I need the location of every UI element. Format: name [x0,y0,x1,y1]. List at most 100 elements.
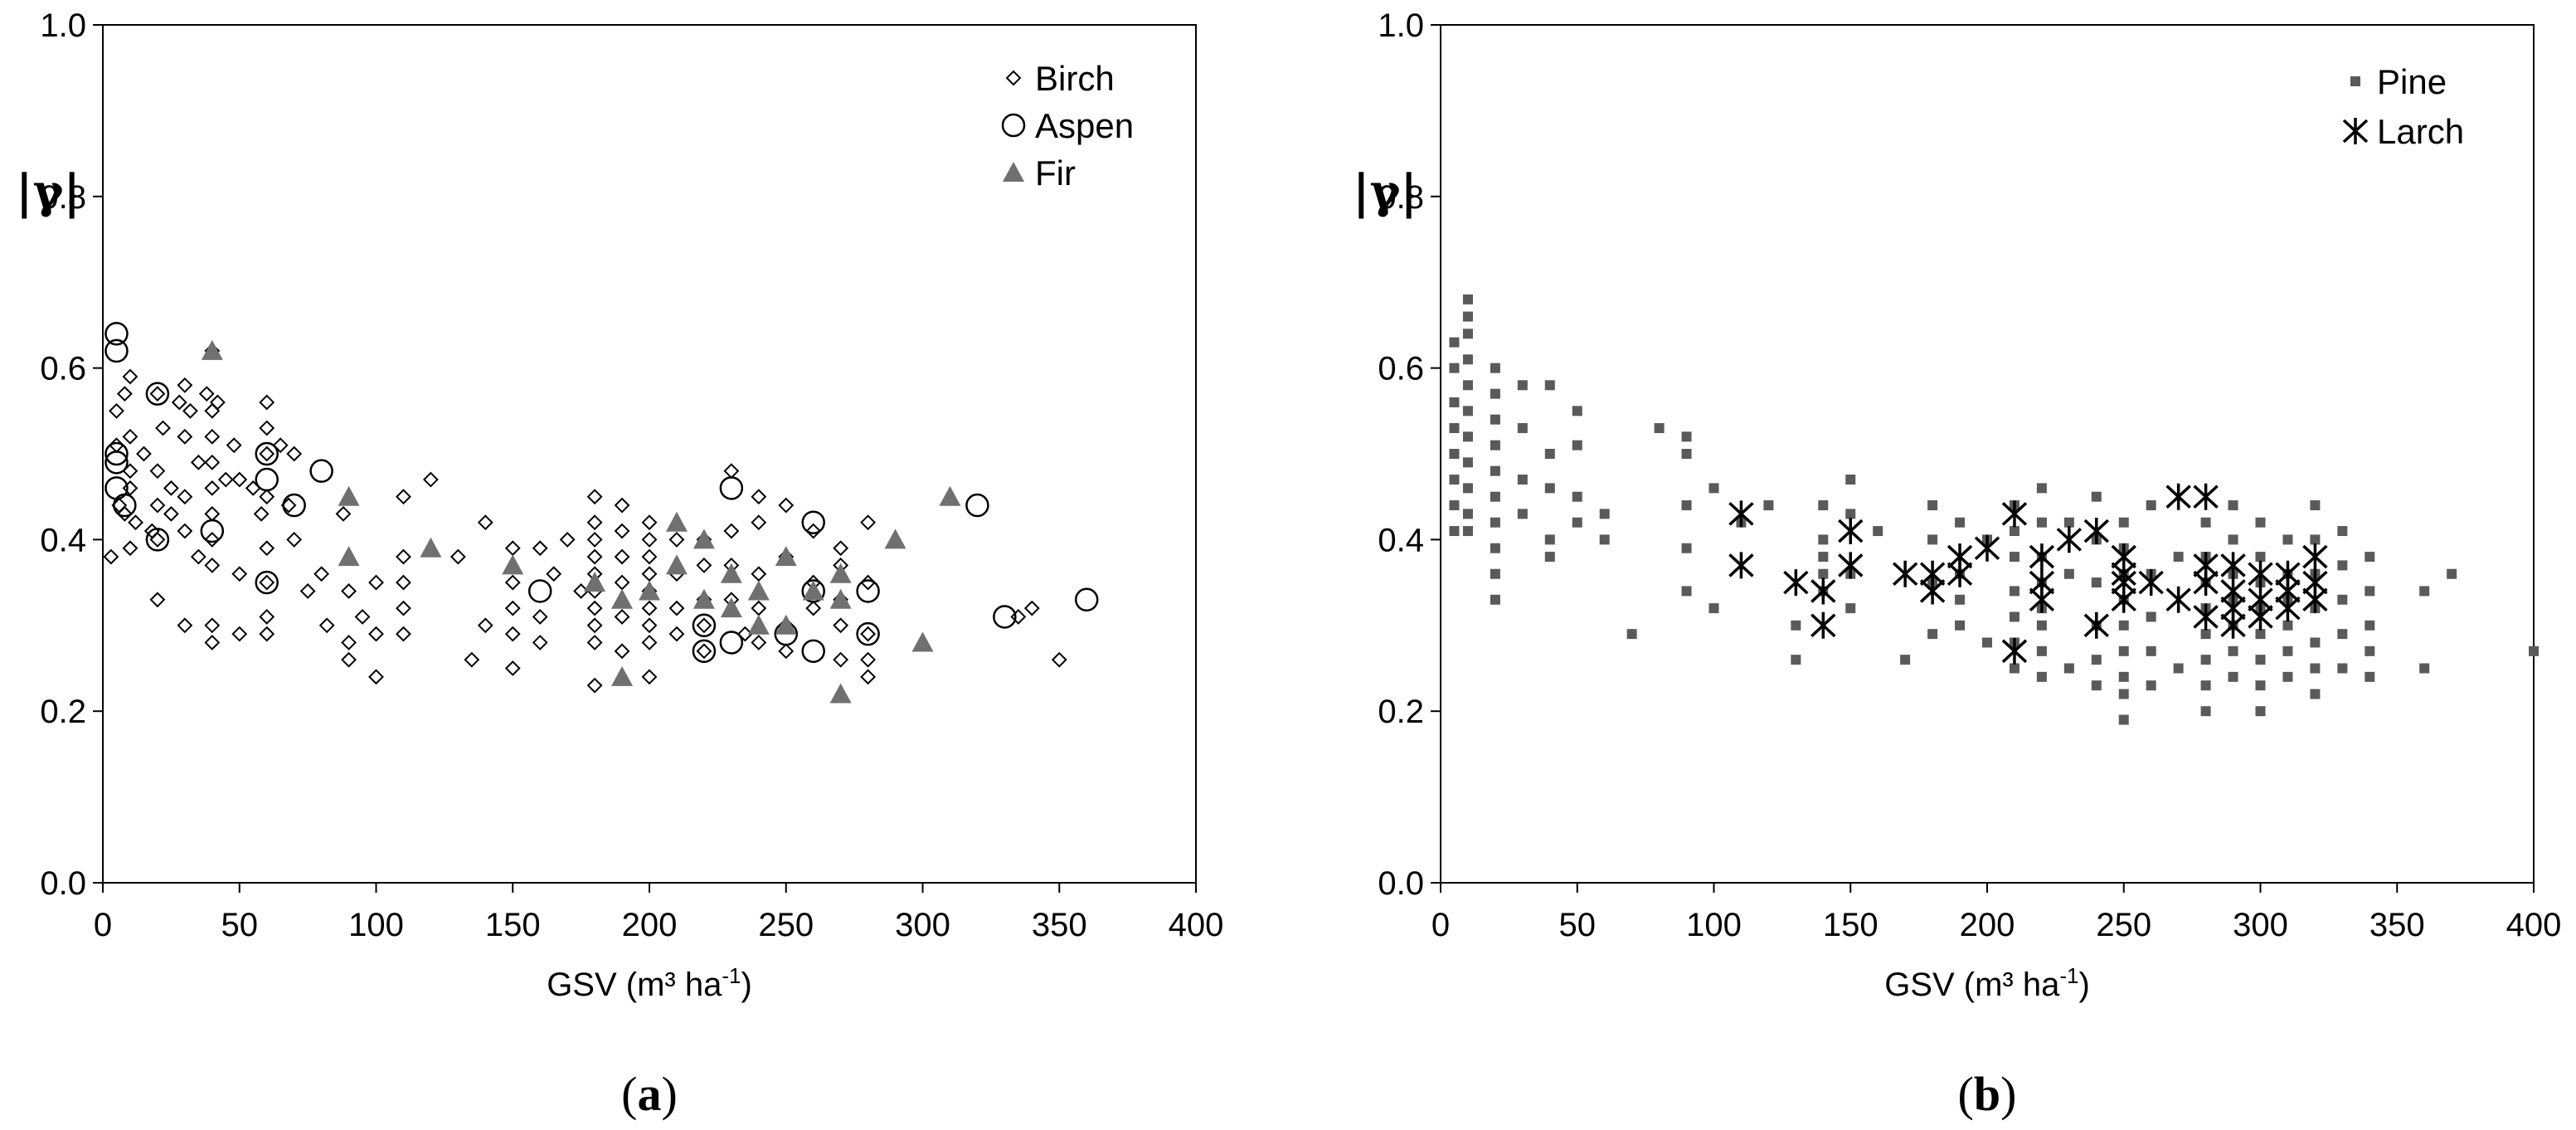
panel-a-birch-point [341,635,357,650]
panel-b-y-tick-label: 0.2 [1378,694,1424,730]
panel-b-pine-point [1572,406,1582,416]
panel-b-pine-point [1572,491,1582,502]
panel-b-pine-point [1462,457,1473,468]
panel-b-larch-point [2029,543,2055,571]
panel-b-pine-point [2419,663,2430,674]
panel-b-x-tick-label: 400 [2506,907,2562,943]
panel-a-fir-point [802,580,824,601]
panel-b-larch-point [2056,526,2083,553]
panel-a-birch-point [668,531,685,548]
panel-a-birch-point [450,548,466,565]
panel-b-pine-point [2173,663,2184,674]
panel-a-birch-point [299,583,316,599]
panel-a-fir-point [884,528,906,549]
panel-a-birch-point [586,677,603,694]
panel-a-fir-point [639,580,660,601]
panel-a-fir-point [693,528,715,549]
panel-b-pine-point [1490,568,1500,579]
panel-a-x-ticks: 0 50 100 150 200 250 300 350 400 [94,883,1223,943]
panel-b-legend-larch-label: Larch [2377,112,2464,151]
panel-a-birch-point [504,574,521,591]
panel-a-birch-point [778,643,795,660]
panel-a-x-axis-label-main: GSV (m³ ha [547,967,722,1003]
panel-b-pine-point [1449,449,1460,459]
panel-a-birch-point [171,394,187,411]
panel-b-larch-point [2248,603,2273,631]
panel-a-legend-aspen-marker [1001,113,1026,138]
panel-b-larch-point [2193,483,2219,510]
panel-b-pine-point [2255,655,2266,665]
panel-a-fir-point [584,572,606,592]
panel-b-pine-point [2228,500,2238,511]
panel-a-aspen-point [282,493,306,518]
panel-b-pine-point [1490,465,1500,476]
panel-b-pine-point [1599,509,1610,519]
panel-b-pine-point [1982,637,1992,648]
panel-b-pine-point [1818,500,1829,511]
panel-a-aspen-point [719,476,744,500]
panel-a-aspen-point [1074,587,1099,612]
panel-b-pine-point [1681,431,1692,442]
panel-b-pine-point [2365,586,2375,597]
panel-a-birch-point [163,480,179,496]
panel-b-larch-point [2193,569,2219,597]
panel-a-birch-point [177,377,193,393]
panel-b-pine-point [1654,422,1665,433]
panel-a-birch-point [177,428,193,445]
panel-a-birch-point [190,548,207,565]
panel-b-plot-frame [1440,24,2535,884]
panel-b-pine-point [2228,645,2238,656]
panel-a-birch-point [253,505,270,522]
panel-a-fir-point [502,554,524,575]
panel-b-larch-point [1892,560,1918,587]
panel-a-x-axis-label: GSV (m³ ha-1) [547,963,752,1003]
panel-b-pine-point [2310,534,2321,545]
panel-a-birch-point [751,566,767,582]
panel-b-pine-point [1572,517,1582,528]
panel-b-larch-point [1810,577,1836,605]
panel-a-birch-point [198,386,215,402]
panel-a-fir-point [201,339,223,360]
panel-a-birch-point [696,643,712,660]
panel-b-pine-point [2118,645,2129,656]
panel-a-x-tick-label: 100 [348,907,404,943]
panel-b-pine-point [1681,449,1692,459]
panel-b-pine-point [2009,663,2019,674]
panel-a-birch-point [723,463,740,480]
panel-a-birch-point [614,643,630,660]
panel-a-fir-point [775,614,797,635]
panel-b-x-tick-label: 100 [1686,907,1742,943]
panel-a-birch-point [259,540,275,557]
panel-a-birch-point [614,497,630,514]
panel-a-y-tick-label: 0.2 [40,694,86,730]
panel-b-pine-point [1490,414,1500,425]
panel-b-pine-point [1818,568,1829,579]
panel-a-y-axis-label: |γ| [16,164,80,219]
panel-b-pine-point [2228,671,2238,682]
panel-b-pine-point [1490,440,1500,451]
panel-b-pine-point [2146,680,2156,691]
panel-a-birch-point [103,548,119,565]
panel-b-larch-point [2165,483,2191,510]
panel-b-pine-point [1462,526,1473,537]
panel-b-pine-point [1517,509,1528,519]
panel-b-x-tick-label: 300 [2233,907,2288,943]
panel-b-pine-point [1681,586,1692,597]
panel-b-pine-point [1927,629,1938,640]
panel-a-x-axis-label-sup: -1 [722,963,741,988]
panel-b-pine-point [1517,380,1528,391]
panel-a-birch-point [860,514,877,531]
panel-a-y-tick-label: 0.4 [40,522,86,558]
panel-b-y-tick-label: 0.8 [1378,179,1424,216]
panel-b-pine-point [1955,620,1966,631]
panel-a-birch-point [614,523,630,539]
panel-a-birch-point [182,402,198,419]
panel-b-larch-point [2111,586,2136,613]
panel-a-fir-point [693,588,715,609]
panel-b-y-tick-label: 1.0 [1378,7,1424,44]
panel-a-x-tick-label: 0 [94,907,112,943]
panel-a-aspen-point [856,579,880,603]
panel-b-x-axis-label-main: GSV (m³ ha [1884,967,2060,1003]
panel-a-birch-point [396,548,411,565]
